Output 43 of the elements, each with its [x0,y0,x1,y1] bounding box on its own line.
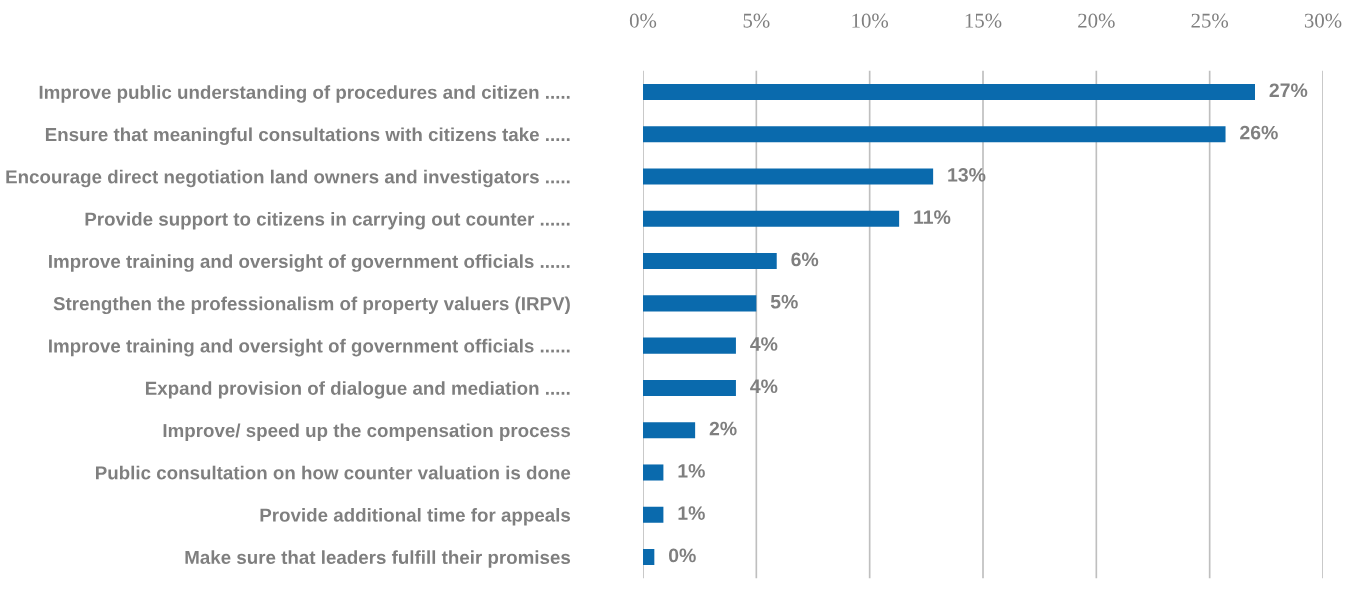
y-tick-label: Provide support to citizens in carrying out counter ...... [85,212,570,230]
data-label: 4% [750,379,778,394]
y-tick-label: Public consultation on how counter valuation is done [96,465,571,480]
y-tick-label: Ensure that meaningful consultations with citizens take ..... [45,127,570,145]
x-tick-label: 0% [629,13,657,28]
bar [643,549,655,566]
data-label: 1% [678,506,705,520]
bar [643,253,777,270]
data-label: 5% [770,294,798,309]
bar [643,83,1255,100]
bar [643,210,900,227]
x-tick-label: 25% [1191,13,1229,28]
y-tick-label: Expand provision of dialogue and mediation ..... [145,381,570,399]
bar [643,506,664,523]
bar [643,422,696,439]
y-tick-label: Improve training and oversight of government officials ...... [49,338,570,357]
bar [643,464,664,481]
y-tick-label: Strengthen the professionalism of property valuers (IRPV) [53,296,570,315]
x-tick-label: 20% [1078,13,1115,28]
bar [643,379,736,396]
data-label: 1% [678,463,705,478]
y-tick-label: Encourage direct negotiation land owners and investigators ..... [6,169,570,188]
x-tick-label: 10% [852,13,889,28]
data-label: 4% [750,337,778,351]
y-tick-label: Make sure that leaders fulfill their promises [185,550,571,568]
bar [643,295,757,312]
bar [643,126,1226,143]
data-label: 13% [948,167,986,182]
y-tick-label: Improve training and oversight of government officials ...... [49,254,570,272]
x-tick-label: 5% [743,13,770,28]
data-label: 6% [791,252,819,267]
bar [643,168,934,185]
data-label: 2% [709,421,737,436]
bar [643,337,736,354]
x-tick-label: 15% [965,13,1002,28]
y-tick-label: Improve/ speed up the compensation process [163,423,571,441]
data-label: 11% [914,210,951,224]
data-label: 0% [668,548,696,563]
data-label: 27% [1269,83,1308,98]
y-tick-label: Provide additional time for appeals [260,507,571,526]
data-label: 26% [1240,125,1278,140]
x-tick-label: 30% [1304,13,1342,28]
y-tick-label: Improve public understanding of procedures and citizen ..... [39,85,570,103]
